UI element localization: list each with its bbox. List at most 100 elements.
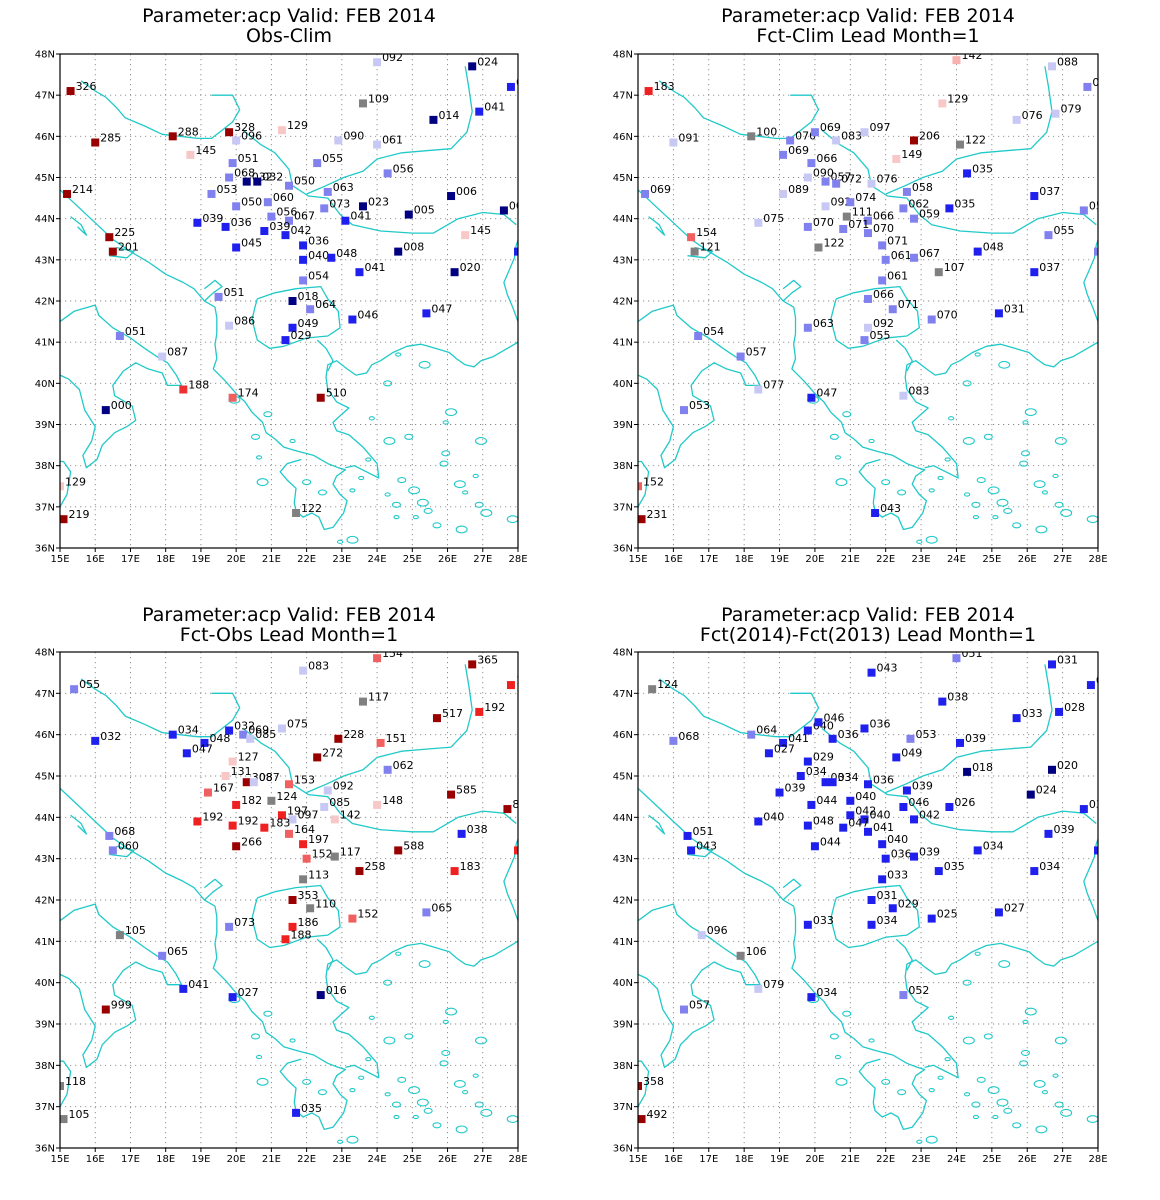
station-value-label: 029 — [898, 897, 919, 910]
lat-tick-label: 44N — [613, 813, 633, 824]
island-outline — [948, 1015, 955, 1020]
station-value-label: 032 — [262, 171, 283, 184]
station-value-label: 258 — [364, 860, 385, 873]
island-outline — [1035, 1125, 1048, 1134]
island-outline — [983, 433, 993, 440]
lon-tick-label: 19E — [770, 1154, 789, 1165]
lat-tick-label: 43N — [613, 255, 633, 266]
station-value-label: 052 — [908, 984, 929, 997]
island-outline — [834, 455, 842, 460]
station-value-label: 113 — [308, 868, 329, 881]
island-outline — [418, 360, 431, 369]
island-outline — [480, 1108, 493, 1117]
station-marker — [669, 138, 678, 147]
station-value-label: 066 — [873, 288, 894, 301]
island-outline — [1019, 460, 1029, 467]
station-value-label: 033 — [1022, 707, 1043, 720]
lon-tick-label: 20E — [227, 554, 246, 565]
island-outline — [1012, 1122, 1022, 1129]
lat-tick-labels: 36N 37N 38N 39N 40N 41N 42N 43N 44N 45N 46N 47N 48N — [35, 50, 60, 555]
island-outline — [962, 380, 972, 387]
station-marker — [814, 718, 823, 727]
station-value-label: 076 — [1022, 109, 1043, 122]
lon-tick-label: 27E — [473, 554, 492, 565]
station-value-label: 124 — [276, 790, 297, 803]
island-outline — [263, 1010, 273, 1017]
station-value-label: 028 — [1064, 701, 1085, 714]
station-marker — [641, 189, 650, 198]
island-outline — [263, 411, 273, 418]
island-outline — [962, 979, 972, 986]
station-value-label: 106 — [746, 945, 767, 958]
station-value-label: 032 — [234, 720, 255, 733]
island-outline — [453, 1079, 466, 1088]
station-marker — [108, 846, 117, 855]
island-outline — [383, 380, 393, 387]
island-outline — [1003, 1107, 1013, 1114]
station-marker — [506, 82, 515, 91]
lat-tick-label: 45N — [35, 772, 55, 783]
island-outline — [1041, 490, 1049, 495]
station-value-label: 131 — [231, 765, 252, 778]
lon-tick-label: 18E — [735, 554, 754, 565]
station-value-label: 056 — [1089, 199, 1110, 212]
station-marker — [867, 179, 876, 188]
lat-tick-label: 45N — [613, 772, 633, 783]
lat-tick-label: 43N — [35, 255, 55, 266]
station-marker — [225, 173, 234, 182]
island-outline — [971, 1101, 981, 1108]
station-marker — [260, 823, 269, 832]
station-value-label: 122 — [965, 134, 986, 147]
lat-tick-label: 43N — [35, 854, 55, 865]
station-marker — [864, 323, 872, 332]
station-value-label: 070 — [795, 129, 816, 142]
island-outline — [1054, 437, 1067, 445]
station-value-label: 039 — [202, 212, 223, 225]
station-marker — [754, 218, 763, 227]
coastline — [830, 884, 920, 949]
lon-tick-label: 18E — [156, 554, 175, 565]
lon-tick-label: 24E — [368, 1154, 387, 1165]
station-value-label: 054 — [308, 269, 329, 282]
station-value-label: 024 — [1036, 784, 1057, 797]
station-marker — [754, 817, 763, 826]
station-value-label: 225 — [114, 226, 135, 239]
coastline — [203, 279, 223, 302]
station-marker — [447, 192, 456, 201]
coastline — [109, 845, 135, 858]
island-outline — [365, 457, 372, 462]
station-marker — [306, 305, 315, 314]
lon-tick-label: 17E — [699, 1154, 718, 1165]
island-outline — [506, 515, 518, 524]
island-outline — [439, 460, 449, 467]
island-outline — [475, 1036, 487, 1045]
island-outline — [349, 488, 356, 493]
island-outline — [897, 489, 907, 496]
island-outline — [391, 501, 402, 508]
island-outline — [250, 1033, 261, 1040]
station-marker — [839, 224, 848, 233]
station-marker — [277, 724, 286, 733]
lon-tick-label: 26E — [1018, 554, 1037, 565]
panel-subtitle: Fct-Obs Lead Month=1 — [180, 624, 398, 646]
station-value-label: 064 — [315, 298, 336, 311]
station-marker — [902, 786, 911, 795]
lon-tick-label: 23E — [912, 554, 931, 565]
coastline — [251, 285, 341, 349]
station-marker — [373, 800, 382, 809]
station-marker — [468, 62, 477, 71]
station-value-label: 183 — [460, 860, 481, 873]
station-value-label: 055 — [322, 152, 343, 165]
coastline — [325, 940, 518, 1079]
station-value-label: 034 — [983, 839, 1004, 852]
station-marker — [292, 509, 301, 518]
station-marker — [638, 1082, 642, 1090]
panel-title: Parameter:acp Valid: FEB 2014 — [721, 5, 1015, 27]
station-marker — [754, 984, 763, 993]
station-value-label: 148 — [382, 794, 403, 807]
station-value-label: 072 — [841, 173, 862, 186]
island-outline — [395, 352, 402, 357]
station-value-label: 124 — [657, 678, 678, 691]
lon-tick-label: 21E — [841, 1154, 860, 1165]
station-value-label: 145 — [470, 224, 491, 237]
